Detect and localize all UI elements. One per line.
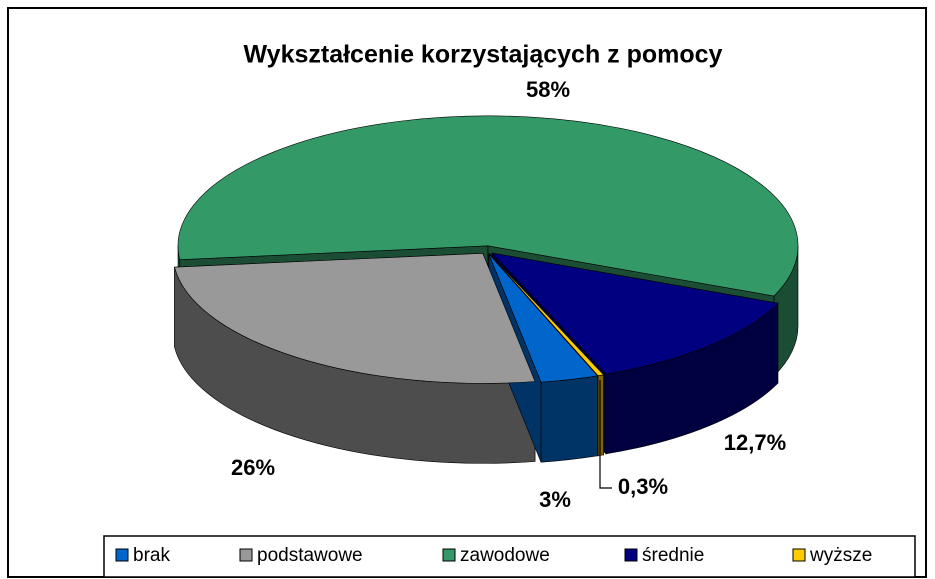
slice [488,253,598,383]
data-label: 0,3% [618,474,668,499]
legend-label: brak [133,545,170,566]
data-label: 3% [539,487,571,512]
slice-wall [597,374,604,457]
slice [491,252,779,375]
slice [489,253,605,377]
chart-title: Wykształcenie korzystających z pomocy [244,41,723,69]
legend-label: średnie [642,545,704,566]
slice [177,115,799,297]
legend-label: podstawowe [257,545,363,566]
legend-label: zawodowe [460,545,550,566]
leader-line [599,380,612,489]
data-label: 12,7% [724,430,786,455]
legend-swatch [442,548,456,562]
legend-swatch [115,548,129,562]
data-label: 26% [231,455,275,480]
legend-label: wyższe [809,545,872,566]
legend-swatch [792,548,806,562]
slice-wall [540,375,598,463]
legend-swatch [624,548,638,562]
slice [174,253,536,384]
legend-box [103,535,916,578]
data-label: 58% [526,77,570,102]
legend-swatch [239,548,253,562]
